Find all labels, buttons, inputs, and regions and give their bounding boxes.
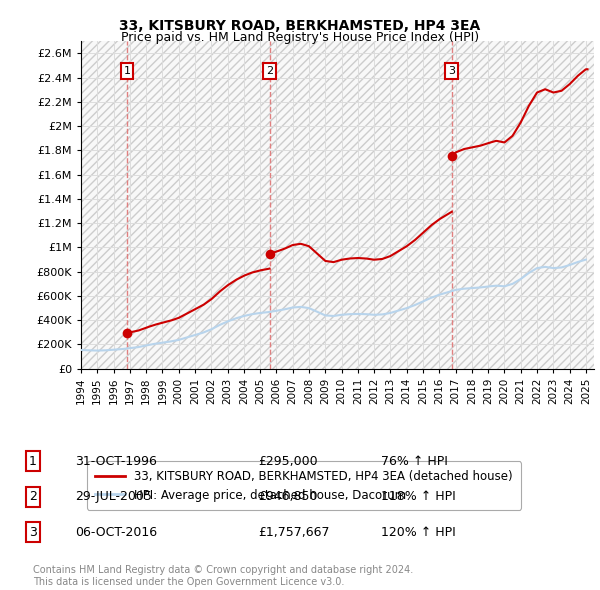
Text: 29-JUL-2005: 29-JUL-2005 (75, 490, 152, 503)
Text: 120% ↑ HPI: 120% ↑ HPI (381, 526, 456, 539)
Text: 31-OCT-1996: 31-OCT-1996 (75, 455, 157, 468)
Text: 2: 2 (266, 65, 273, 76)
Text: 06-OCT-2016: 06-OCT-2016 (75, 526, 157, 539)
Text: 118% ↑ HPI: 118% ↑ HPI (381, 490, 456, 503)
Text: 1: 1 (124, 65, 131, 76)
Text: £1,757,667: £1,757,667 (258, 526, 329, 539)
Text: 1: 1 (29, 455, 37, 468)
Text: 2: 2 (29, 490, 37, 503)
Text: £946,850: £946,850 (258, 490, 317, 503)
Text: 3: 3 (448, 65, 455, 76)
Text: 3: 3 (29, 526, 37, 539)
Text: 33, KITSBURY ROAD, BERKHAMSTED, HP4 3EA: 33, KITSBURY ROAD, BERKHAMSTED, HP4 3EA (119, 19, 481, 33)
Text: 76% ↑ HPI: 76% ↑ HPI (381, 455, 448, 468)
Text: Contains HM Land Registry data © Crown copyright and database right 2024.
This d: Contains HM Land Registry data © Crown c… (33, 565, 413, 587)
Text: Price paid vs. HM Land Registry's House Price Index (HPI): Price paid vs. HM Land Registry's House … (121, 31, 479, 44)
Legend: 33, KITSBURY ROAD, BERKHAMSTED, HP4 3EA (detached house), HPI: Average price, de: 33, KITSBURY ROAD, BERKHAMSTED, HP4 3EA … (87, 461, 521, 510)
Text: £295,000: £295,000 (258, 455, 317, 468)
